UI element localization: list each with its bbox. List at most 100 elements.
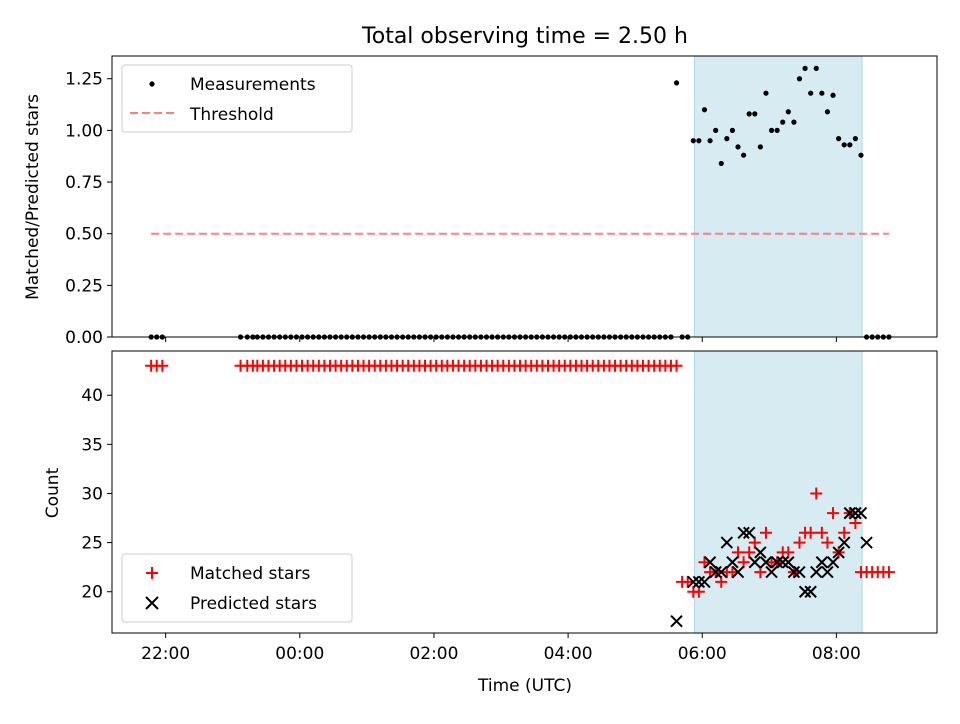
predicted-star-point xyxy=(782,556,795,569)
predicted-star-point xyxy=(793,565,806,579)
legend-label-measurements: Measurements xyxy=(190,75,316,95)
measurement-point xyxy=(796,76,803,82)
measurement-point xyxy=(819,90,825,96)
measurement-point xyxy=(724,136,730,142)
y-tick-label: 40 xyxy=(81,386,103,406)
y-tick-label: 1.25 xyxy=(65,70,103,90)
x-tick-label: 02:00 xyxy=(409,644,458,664)
measurement-point xyxy=(673,80,680,86)
measurement-point xyxy=(746,111,752,117)
bottom-panel: 20 25 30 35 40 22:00 00:00 02:00 04:00 06:00 08:0… xyxy=(43,350,938,696)
y-tick-label: 1.00 xyxy=(65,121,103,141)
bottom-axes-frame xyxy=(111,350,938,634)
predicted-star-point xyxy=(770,556,784,569)
matched-star-point xyxy=(793,536,806,549)
top-y-axis-ticks: 0.00 0.25 0.50 0.75 1.00 1.25 xyxy=(65,70,112,348)
legend-label-matched: Matched stars xyxy=(190,564,310,584)
observing-window-shade-top xyxy=(693,55,863,338)
predicted-star-point xyxy=(787,565,801,579)
top-legend-box xyxy=(121,64,353,133)
matched-star-point xyxy=(737,556,750,569)
measurement-point xyxy=(836,136,842,142)
predicted-star-point xyxy=(698,575,711,589)
measurement-point xyxy=(718,160,724,167)
measurement-point xyxy=(752,111,758,117)
matched-star-point xyxy=(681,575,694,588)
predicted-star-point xyxy=(759,556,773,569)
predicted-star-point xyxy=(720,536,734,549)
predicted-star-point xyxy=(703,556,717,569)
measurement-point xyxy=(791,119,797,125)
matched-stars-points xyxy=(145,359,895,598)
predicted-star-point xyxy=(804,585,817,598)
top-panel: 0.00 0.25 0.50 0.75 1.00 1.25 Matched/Predict… xyxy=(23,55,938,348)
legend-label-predicted: Predicted stars xyxy=(190,594,317,614)
predicted-star-point xyxy=(737,526,750,539)
measurement-point xyxy=(847,142,853,148)
predicted-star-point xyxy=(692,575,706,589)
measurement-point xyxy=(701,107,708,113)
measurement-point xyxy=(824,109,831,115)
matched-star-point xyxy=(732,546,745,559)
measurement-point xyxy=(757,144,763,150)
predicted-star-point xyxy=(832,546,845,559)
bottom-y-axis-ticks: 20 25 30 35 40 xyxy=(81,386,112,603)
measurement-point xyxy=(780,119,786,125)
predicted-star-point xyxy=(754,546,767,559)
predicted-star-point xyxy=(854,506,868,520)
measurement-point xyxy=(763,90,769,96)
y-tick-label: 0.00 xyxy=(65,328,103,348)
legend-marker-predicted xyxy=(145,596,159,610)
observing-window-shade-bottom xyxy=(693,350,863,634)
measurement-point xyxy=(808,90,814,96)
predicted-star-point xyxy=(765,565,778,579)
y-tick-label: 35 xyxy=(81,435,103,455)
x-tick-label: 04:00 xyxy=(544,644,593,664)
matched-star-point xyxy=(815,526,828,539)
predicted-star-point xyxy=(849,506,862,520)
matched-star-point xyxy=(748,536,761,549)
measurement-point xyxy=(735,144,741,150)
legend-marker-measurements xyxy=(149,81,155,87)
bottom-legend-box xyxy=(121,553,353,623)
predicted-star-point xyxy=(810,565,823,579)
matched-star-point xyxy=(726,566,739,579)
y-tick-label: 0.50 xyxy=(65,225,103,245)
y-tick-label: 0.25 xyxy=(65,276,103,296)
predicted-star-point xyxy=(798,585,812,598)
matched-star-point xyxy=(754,566,767,579)
measurement-point xyxy=(713,127,719,133)
matched-star-point xyxy=(698,556,711,569)
matched-star-point xyxy=(670,359,683,372)
predicted-star-point xyxy=(860,536,873,549)
measurement-point xyxy=(729,127,736,133)
matched-star-point xyxy=(743,546,756,559)
matched-star-point xyxy=(156,359,169,372)
legend-label-threshold: Threshold xyxy=(189,105,274,125)
matched-star-point xyxy=(804,526,817,539)
predicted-star-point xyxy=(821,565,834,579)
predicted-star-point xyxy=(776,556,789,569)
y-tick-label: 0.75 xyxy=(65,173,103,193)
measurement-point xyxy=(696,138,702,144)
chart-title: Total observing time = 2.50 h xyxy=(361,24,688,49)
matched-star-point xyxy=(759,526,772,539)
matched-star-point xyxy=(838,526,851,539)
matched-star-point xyxy=(849,516,862,529)
measurement-point xyxy=(774,127,780,133)
matched-star-point xyxy=(782,546,795,559)
predicted-star-point xyxy=(726,556,739,569)
x-tick-label: 00:00 xyxy=(275,644,324,664)
predicted-star-point xyxy=(838,536,851,549)
x-tick-label: 08:00 xyxy=(812,644,861,664)
predicted-stars-points xyxy=(670,506,873,628)
bottom-y-axis-label: Count xyxy=(43,467,63,518)
top-legend: Measurements Threshold xyxy=(121,64,353,133)
measurement-point xyxy=(802,65,808,71)
measurement-point xyxy=(768,127,775,133)
measurement-point xyxy=(858,152,864,158)
matched-star-point xyxy=(827,507,840,520)
predicted-star-point xyxy=(748,556,761,569)
measurement-point xyxy=(841,142,847,148)
